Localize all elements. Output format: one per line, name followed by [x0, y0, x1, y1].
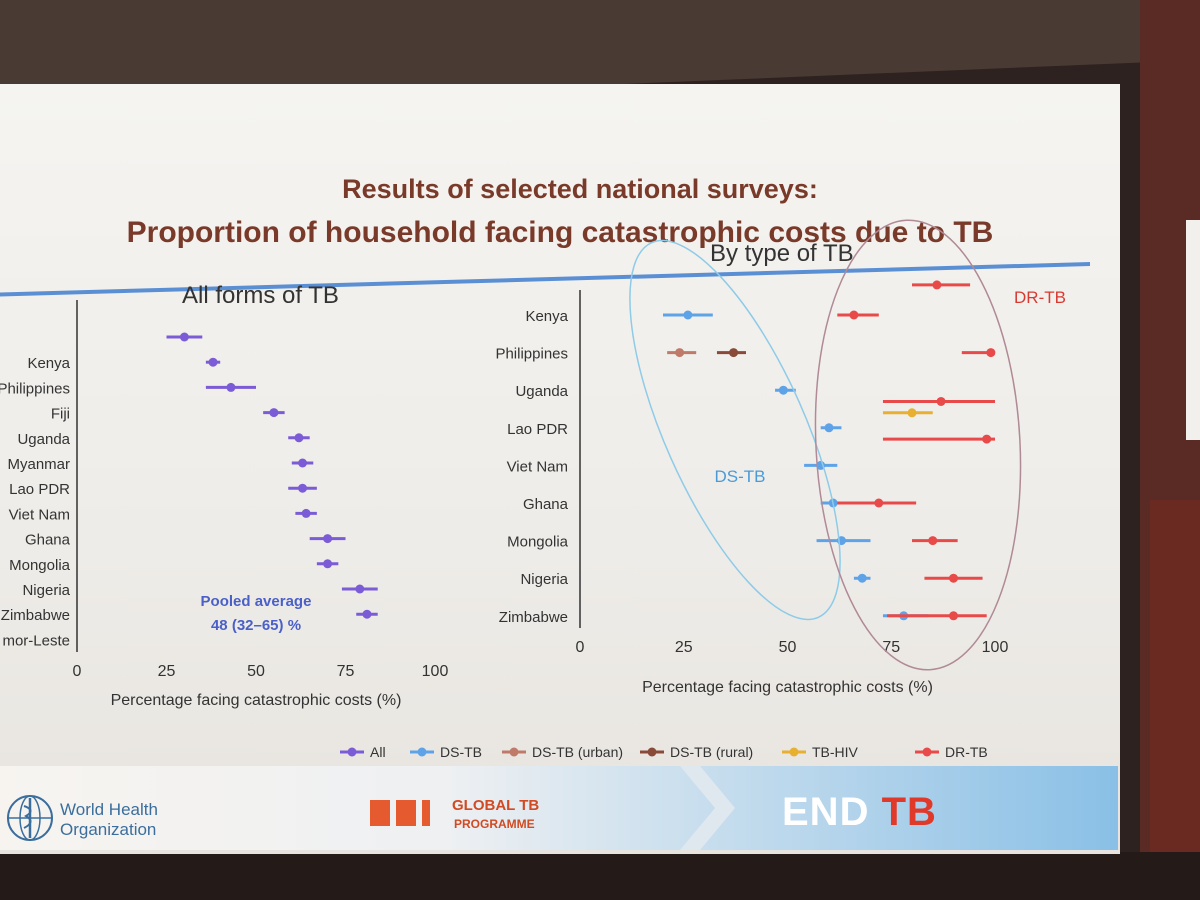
gtb-name: GLOBAL TB PROGRAMME [452, 796, 539, 834]
data-point [729, 348, 739, 358]
row-label: Myanmar [7, 456, 70, 473]
data-point [294, 433, 304, 443]
data-point [874, 498, 884, 508]
x-tick-label: 100 [422, 663, 449, 680]
footer-bar [0, 766, 1118, 850]
data-point [683, 310, 693, 320]
legend-label: DR-TB [945, 744, 988, 760]
legend-swatch-dot [509, 747, 519, 757]
legend-swatch-dot [347, 747, 357, 757]
right-panel-title: By type of TB [710, 240, 854, 267]
who-line-2: Organization [60, 820, 157, 839]
data-point [323, 534, 333, 544]
legend-label: DS-TB [440, 744, 482, 760]
legend-swatch-dot [647, 747, 657, 757]
row-label: Viet Nam [9, 506, 70, 523]
data-point [298, 483, 308, 493]
data-point [907, 408, 917, 418]
pooled-average-value: 48 (32–65) % [211, 617, 301, 634]
row-label: Zimbabwe [1, 607, 70, 624]
x-tick-label: 100 [982, 639, 1009, 656]
data-point [323, 559, 333, 569]
data-point [362, 609, 372, 619]
ds-tb-group-label: DS-TB [715, 467, 766, 486]
slide: Results of selected national surveys: Pr… [0, 84, 1120, 854]
row-label: Ghana [523, 496, 569, 513]
x-tick-label: 75 [337, 663, 355, 680]
dr-tb-group-ellipse [814, 219, 1022, 671]
row-label: Viet Nam [507, 458, 568, 475]
dr-tb-group-label: DR-TB [1014, 288, 1066, 307]
row-label: Fiji [51, 406, 70, 423]
x-tick-label: 75 [882, 639, 900, 656]
row-label: Philippines [0, 380, 70, 397]
data-point [675, 348, 685, 358]
data-point [355, 584, 365, 594]
row-label: Lao PDR [507, 421, 568, 438]
row-label: Philippines [495, 346, 568, 363]
row-label: mor-Leste [2, 632, 70, 649]
data-point [226, 382, 236, 392]
x-tick-label: 25 [675, 639, 693, 656]
pooled-average-label: Pooled average [201, 593, 312, 610]
data-point [301, 508, 311, 518]
slide-title-line-2: Proportion of household facing catastrop… [126, 216, 994, 249]
who-name: World Health Organization [60, 800, 158, 840]
data-point [857, 573, 867, 583]
data-point [179, 332, 189, 342]
row-label: Uganda [515, 383, 568, 400]
x-tick-label: 50 [779, 639, 797, 656]
row-label: Zimbabwe [499, 609, 568, 626]
row-label: Kenya [27, 355, 70, 372]
legend-label: TB-HIV [812, 744, 859, 760]
data-point [986, 348, 996, 358]
left-panel-title: All forms of TB [182, 282, 339, 309]
data-point [982, 434, 992, 444]
data-point [949, 573, 958, 583]
end-word: END [782, 790, 870, 834]
data-point [936, 396, 946, 406]
legend-swatch-dot [789, 747, 799, 757]
end-tb-logo: END TB [782, 790, 937, 835]
x-tick-label: 0 [576, 639, 585, 656]
data-point [824, 423, 834, 433]
data-point [208, 357, 218, 367]
data-point [849, 310, 859, 320]
data-point [928, 536, 938, 546]
row-label: Nigeria [22, 582, 70, 599]
legend-swatch-dot [922, 747, 932, 757]
gtb-line-1: GLOBAL TB [452, 797, 540, 814]
row-label: Mongolia [507, 534, 569, 551]
row-label: Kenya [525, 308, 568, 325]
row-label: Nigeria [520, 571, 568, 588]
row-label: Ghana [25, 532, 71, 549]
gtb-logo-icon [370, 800, 436, 831]
x-tick-label: 0 [73, 663, 82, 680]
who-line-1: World Health [60, 800, 158, 819]
legend-label: DS-TB (rural) [670, 744, 753, 760]
data-point [298, 458, 308, 468]
footer-chevron [680, 766, 735, 850]
row-label: Lao PDR [9, 481, 70, 498]
x-tick-label: 50 [247, 663, 265, 680]
gtb-line-2: PROGRAMME [454, 817, 535, 831]
legend-swatch-dot [417, 747, 427, 757]
row-label: Uganda [17, 431, 70, 448]
tb-word: TB [881, 790, 937, 834]
data-point [949, 611, 958, 621]
x-axis-label: Percentage facing catastrophic costs (%) [111, 692, 402, 709]
legend-label: DS-TB (urban) [532, 744, 623, 760]
data-point [932, 280, 942, 290]
who-logo-icon [7, 795, 53, 841]
data-point [778, 385, 788, 395]
data-point [269, 408, 279, 418]
row-label: Mongolia [9, 557, 71, 574]
x-tick-label: 25 [158, 663, 176, 680]
slide-title-line-1: Results of selected national surveys: [342, 174, 818, 204]
ds-tb-group-ellipse [629, 239, 841, 621]
legend-label: All [370, 744, 386, 760]
x-axis-label: Percentage facing catastrophic costs (%) [642, 679, 933, 696]
